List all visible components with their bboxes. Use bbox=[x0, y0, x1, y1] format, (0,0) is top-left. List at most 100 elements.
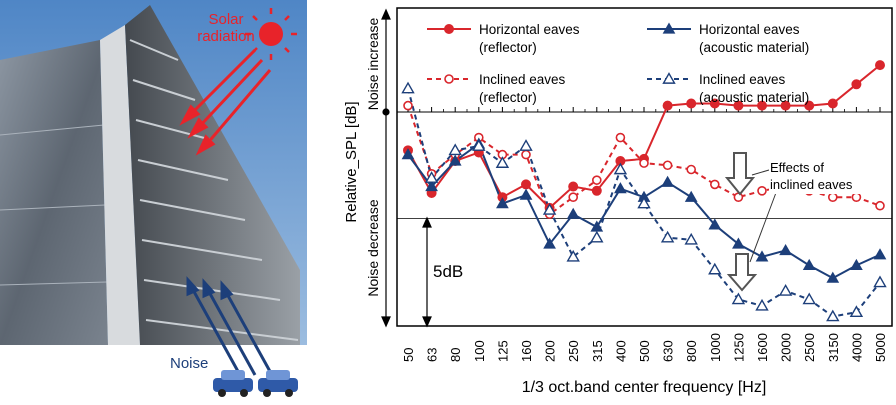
spl-chart: Noise increase Noise decrease Relative_S… bbox=[343, 7, 893, 396]
solar-label-line2: radiation bbox=[197, 28, 255, 45]
building-frame bbox=[100, 25, 140, 345]
series-4-point bbox=[660, 230, 675, 243]
effect-arrow bbox=[726, 253, 758, 292]
series-3-point bbox=[850, 258, 863, 270]
x-tick-label: 800 bbox=[684, 340, 699, 362]
solar-arrows bbox=[179, 48, 272, 156]
x-tick-label: 2000 bbox=[779, 333, 794, 362]
noise-label: Noise bbox=[170, 355, 208, 372]
series-1-point bbox=[733, 100, 744, 111]
series-1-point bbox=[757, 100, 767, 111]
series-4-point bbox=[566, 249, 580, 262]
series-2-point bbox=[521, 149, 531, 160]
series-3-point bbox=[779, 243, 792, 256]
series-3-point bbox=[661, 175, 674, 187]
series-3-point bbox=[448, 154, 462, 166]
series-4-point bbox=[519, 139, 533, 151]
series-4-point bbox=[731, 292, 746, 305]
series-1-point bbox=[568, 181, 579, 192]
series-1-point bbox=[686, 98, 697, 109]
annotation-line1: Effects of bbox=[770, 160, 824, 175]
series-2-point bbox=[709, 179, 720, 190]
series-4-point bbox=[778, 284, 793, 296]
series-2-point bbox=[662, 160, 673, 171]
series-3-point bbox=[708, 218, 722, 230]
ground bbox=[0, 345, 307, 405]
series-4-point bbox=[637, 196, 651, 209]
x-tick-label: 250 bbox=[566, 340, 581, 362]
x-tick-label: 160 bbox=[519, 340, 534, 362]
x-tick-label: 400 bbox=[613, 340, 628, 362]
mullion bbox=[0, 281, 108, 286]
series-3-point bbox=[826, 271, 840, 283]
y-axis-arrow bbox=[381, 8, 391, 328]
series-4-point bbox=[542, 203, 557, 215]
x-tick-label: 200 bbox=[543, 340, 558, 362]
series-2-point bbox=[733, 192, 744, 202]
series-2-point bbox=[591, 175, 602, 185]
series-1-point bbox=[827, 98, 838, 109]
series-1-point bbox=[521, 179, 531, 190]
legend-marker-3 bbox=[662, 22, 676, 34]
series-4-point bbox=[401, 81, 415, 94]
series-4-point bbox=[755, 298, 769, 311]
x-tick-label: 5000 bbox=[873, 333, 888, 362]
series-4-line bbox=[407, 88, 881, 318]
series-4-point bbox=[472, 139, 486, 151]
x-tick-label: 50 bbox=[401, 348, 416, 362]
series-2-point bbox=[851, 192, 862, 202]
x-tick-label: 1000 bbox=[708, 333, 723, 362]
scale-bar bbox=[422, 216, 432, 328]
x-tick-label: 80 bbox=[448, 348, 463, 362]
series-2-point bbox=[827, 192, 838, 202]
series-3-point bbox=[802, 258, 816, 270]
series-4-point bbox=[873, 275, 887, 288]
series-1-point bbox=[780, 100, 791, 111]
x-tick-label: 315 bbox=[590, 340, 605, 362]
x-tick-label: 2500 bbox=[802, 333, 817, 362]
series-3-point bbox=[519, 188, 533, 200]
series-4-point bbox=[448, 143, 462, 156]
series-4-point bbox=[424, 171, 439, 183]
plot-frame bbox=[396, 7, 893, 327]
series-2-point bbox=[686, 164, 697, 175]
solar-label: Solar bbox=[208, 11, 243, 28]
series-4-point bbox=[849, 305, 864, 318]
legend-sublabel-2: (reflector) bbox=[479, 90, 537, 105]
legend-label-2: Inclined eaves bbox=[479, 72, 566, 87]
mullion bbox=[0, 124, 105, 136]
legend-label-3: Horizontal eaves bbox=[699, 22, 800, 37]
y-axis-label: Relative_SPL [dB] bbox=[343, 101, 360, 222]
series-3-point bbox=[732, 237, 745, 249]
legend-marker-2 bbox=[444, 74, 454, 84]
legend-label-1: Horizontal eaves bbox=[479, 22, 580, 37]
series-4-point bbox=[590, 230, 604, 243]
series-2-point bbox=[757, 186, 767, 196]
series-3-point bbox=[590, 220, 604, 232]
x-tick-label: 630 bbox=[661, 340, 676, 362]
x-tick-label: 1600 bbox=[755, 333, 770, 362]
annotation-leaders bbox=[749, 169, 778, 263]
series-3-point bbox=[755, 250, 769, 262]
legend-sublabel-1: (reflector) bbox=[479, 40, 537, 55]
mullion bbox=[0, 204, 106, 211]
y-decrease-label: Noise decrease bbox=[365, 199, 381, 296]
scale-label: 5dB bbox=[433, 262, 463, 281]
series-4-point bbox=[708, 262, 722, 275]
series-1-point bbox=[709, 98, 720, 109]
series-2-point bbox=[875, 200, 885, 211]
series-2-point bbox=[615, 132, 626, 143]
x-tick-label: 63 bbox=[425, 348, 440, 362]
series-3-point bbox=[401, 148, 415, 160]
series-4-point bbox=[826, 309, 840, 322]
legend-sublabel-3: (acoustic material) bbox=[699, 40, 809, 55]
x-tick-label: 3150 bbox=[826, 333, 841, 362]
series-2-point bbox=[403, 100, 413, 111]
series-1-point bbox=[804, 100, 815, 111]
x-tick-label: 125 bbox=[495, 340, 510, 362]
series-3-point bbox=[614, 182, 627, 194]
series-4-point bbox=[684, 232, 698, 245]
series-1-point bbox=[875, 60, 885, 71]
series-2-point bbox=[639, 158, 649, 168]
x-tick-label: 1250 bbox=[731, 333, 746, 362]
